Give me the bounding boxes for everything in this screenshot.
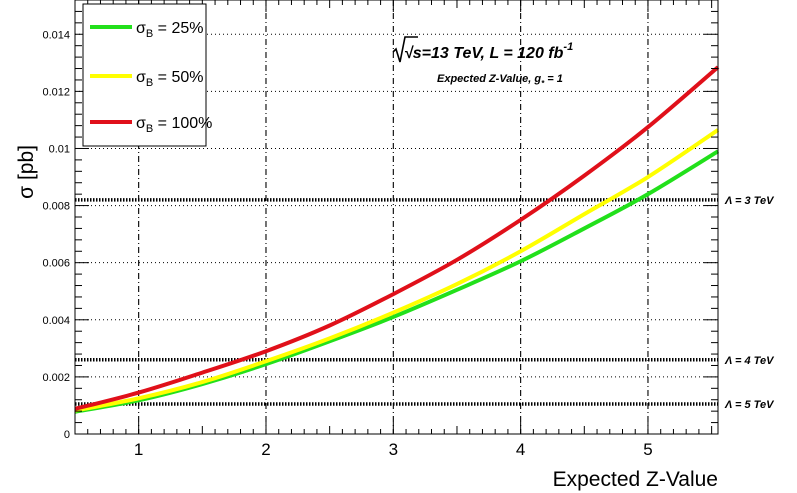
energy-annotation: √s=13 TeV, L = 120 fb-1: [392, 36, 573, 63]
sqrt-sign-icon: [392, 36, 418, 63]
threshold-labels: Λ = 3 TeV Λ = 4 TeV Λ = 5 TeV: [724, 195, 775, 411]
threshold-label: Λ = 5 TeV: [724, 399, 775, 411]
y-axis-title: σ [pb]: [15, 145, 38, 199]
threshold-label: Λ = 3 TeV: [724, 195, 775, 207]
x-tick-label: 3: [389, 440, 398, 459]
x-tick-label: 1: [134, 440, 143, 459]
axes: 1 2 3 4 5 0 0.002 0.004 0.006 0.008 0.01 0.012 0.014: [42, 0, 718, 459]
legend-label: σB = 25%: [136, 20, 203, 40]
y-tick-label: 0.002: [42, 372, 70, 384]
series-line: [74, 65, 720, 411]
grid: [75, 0, 718, 434]
y-tick-label: 0.006: [42, 258, 70, 270]
y-tick-label: 0.012: [42, 86, 70, 98]
energy-label: √s=13 TeV, L = 120 fb-1: [404, 41, 573, 62]
x-tick-label: 4: [516, 440, 525, 459]
series-line: [74, 128, 720, 413]
x-tick-label: 2: [261, 440, 270, 459]
legend: σB = 25% σB = 50% σB = 100%: [82, 3, 212, 147]
threshold-lines: [75, 198, 718, 406]
y-tick-label: 0.008: [42, 201, 70, 213]
y-tick-label: 0.01: [49, 143, 70, 155]
threshold-label: Λ = 4 TeV: [724, 355, 775, 367]
legend-label: σB = 50%: [136, 69, 203, 89]
y-tick-label: 0.004: [42, 315, 70, 327]
sub-annotation: Expected Z-Value, g* = 1: [437, 73, 563, 88]
legend-label: σB = 100%: [136, 115, 212, 135]
series-group: [74, 65, 720, 414]
y-tick-label: 0.014: [42, 29, 70, 41]
x-tick-label: 5: [643, 440, 652, 459]
y-tick-label: 0: [64, 429, 70, 441]
x-axis-title: Expected Z-Value: [553, 468, 718, 491]
